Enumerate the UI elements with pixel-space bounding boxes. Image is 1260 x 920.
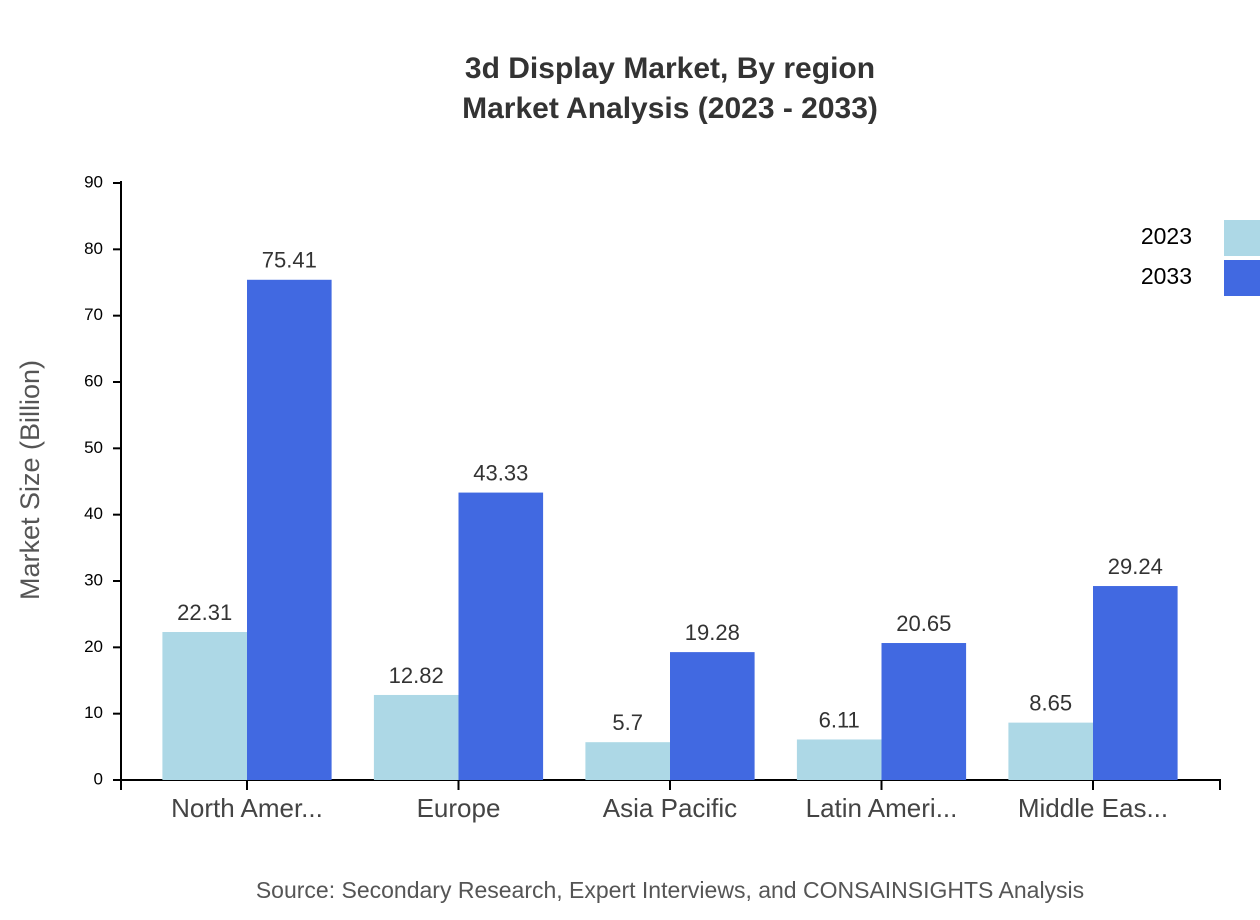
bar: [881, 643, 967, 780]
bar: [458, 492, 544, 780]
value-label: 8.65: [1029, 690, 1072, 715]
bar: [670, 652, 755, 780]
value-label: 5.7: [612, 710, 643, 735]
x-tick-label: Latin Ameri...: [806, 793, 958, 823]
y-tick-label: 10: [84, 703, 103, 722]
y-tick-label: 80: [84, 239, 103, 258]
bar: [162, 632, 247, 780]
value-label: 12.82: [389, 663, 444, 688]
legend-label: 2033: [1141, 263, 1192, 289]
legend-swatch: [1224, 220, 1260, 256]
x-tick-label: Asia Pacific: [603, 793, 737, 823]
y-tick-label: 30: [84, 570, 103, 589]
value-label: 19.28: [685, 620, 740, 645]
x-tick-label: North Amer...: [171, 793, 323, 823]
y-tick-label: 20: [84, 637, 103, 656]
bar: [1093, 586, 1178, 780]
value-label: 43.33: [473, 460, 528, 485]
y-tick-label: 40: [84, 504, 103, 523]
bar: [373, 694, 459, 780]
value-label: 29.24: [1108, 554, 1163, 579]
y-tick-label: 70: [84, 305, 103, 324]
value-label: 75.41: [262, 248, 317, 273]
source-note: Source: Secondary Research, Expert Inter…: [256, 877, 1084, 903]
bar: [796, 739, 882, 780]
value-label: 22.31: [177, 600, 232, 625]
x-tick-label: Europe: [417, 793, 501, 823]
chart-subtitle: Market Analysis (2023 - 2033): [462, 92, 878, 125]
y-tick-label: 0: [94, 769, 103, 788]
y-tick-label: 60: [84, 371, 103, 390]
y-axis-title: Market Size (Billion): [15, 360, 45, 600]
bar: [247, 279, 332, 780]
legend-label: 2023: [1141, 223, 1192, 249]
y-tick-label: 90: [84, 172, 103, 191]
bar: [585, 742, 670, 780]
chart-title: 3d Display Market, By region: [465, 52, 875, 85]
value-label: 20.65: [896, 611, 951, 636]
legend-swatch: [1224, 260, 1260, 296]
value-label: 6.11: [819, 707, 860, 732]
bar: [1008, 722, 1093, 780]
x-tick-label: Middle Eas...: [1018, 793, 1168, 823]
y-tick-label: 50: [84, 438, 103, 457]
